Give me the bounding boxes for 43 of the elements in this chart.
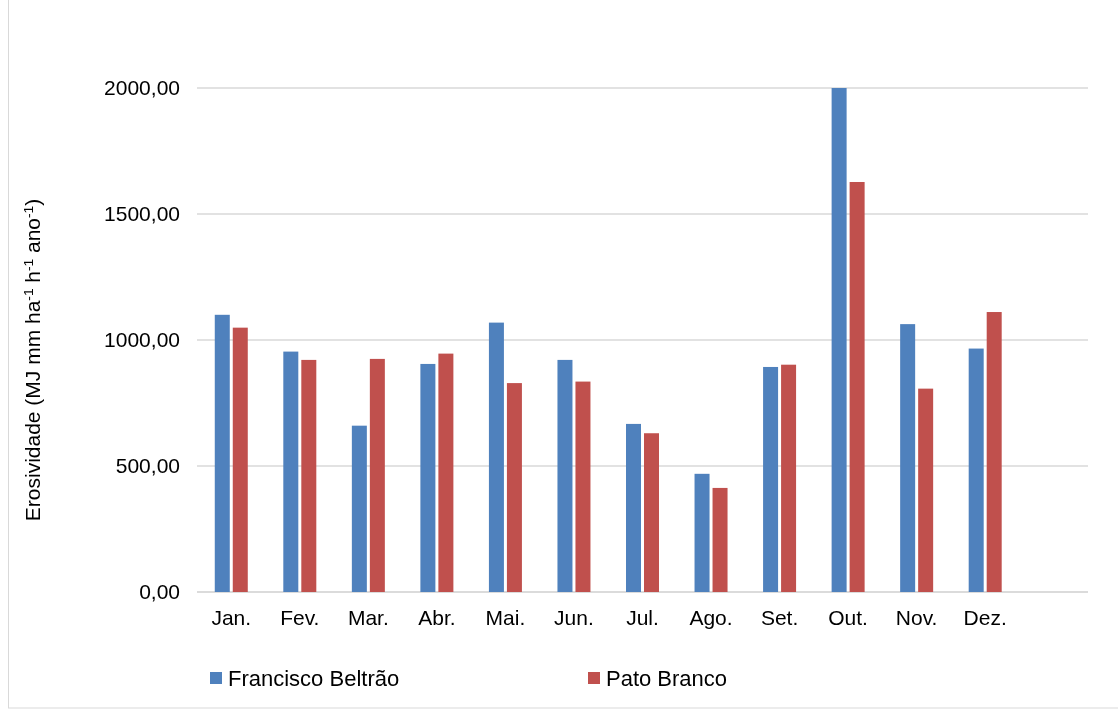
bar	[420, 363, 436, 592]
bar	[900, 324, 916, 592]
bar	[438, 353, 454, 592]
x-tick-label: Ago.	[689, 606, 733, 629]
bar	[712, 487, 728, 592]
x-tick-label: Mai.	[485, 606, 526, 629]
bar	[644, 433, 659, 592]
bar	[849, 182, 865, 592]
bar	[694, 473, 710, 592]
y-tick-label: 1500,00	[104, 202, 180, 226]
bar	[763, 366, 779, 592]
y-tick-label: 500,00	[115, 454, 180, 478]
x-tick-label: Out.	[828, 606, 868, 629]
bar	[831, 88, 847, 592]
bar	[968, 348, 984, 592]
legend-label: Francisco Beltrão	[228, 665, 400, 691]
bar	[575, 381, 591, 592]
y-tick-label: 0,00	[139, 580, 180, 604]
bar	[626, 423, 641, 592]
bar	[488, 322, 504, 592]
x-tick-label: Jan.	[211, 606, 252, 629]
bar	[351, 425, 367, 592]
legend-label: Pato Branco	[606, 665, 728, 691]
bar	[283, 351, 299, 592]
bar	[506, 383, 522, 592]
bar	[781, 364, 797, 592]
bar	[986, 312, 1002, 592]
bar	[232, 327, 248, 592]
x-tick-label: Nov.	[895, 606, 938, 629]
bar	[918, 388, 934, 592]
bar	[557, 359, 573, 592]
y-tick-label: 1000,00	[104, 328, 180, 352]
bar	[369, 358, 385, 592]
x-tick-label: Abr.	[418, 606, 456, 629]
x-tick-label: Jul.	[626, 606, 659, 629]
y-tick-label: 2000,00	[104, 76, 180, 100]
x-tick-label: Mar.	[347, 606, 389, 629]
x-tick-label: Fev.	[280, 606, 320, 629]
x-tick-label: Jun.	[554, 606, 594, 629]
bar	[301, 359, 317, 592]
x-tick-label: Dez.	[963, 606, 1007, 629]
x-tick-label: Set.	[760, 606, 799, 629]
bar	[214, 314, 230, 592]
